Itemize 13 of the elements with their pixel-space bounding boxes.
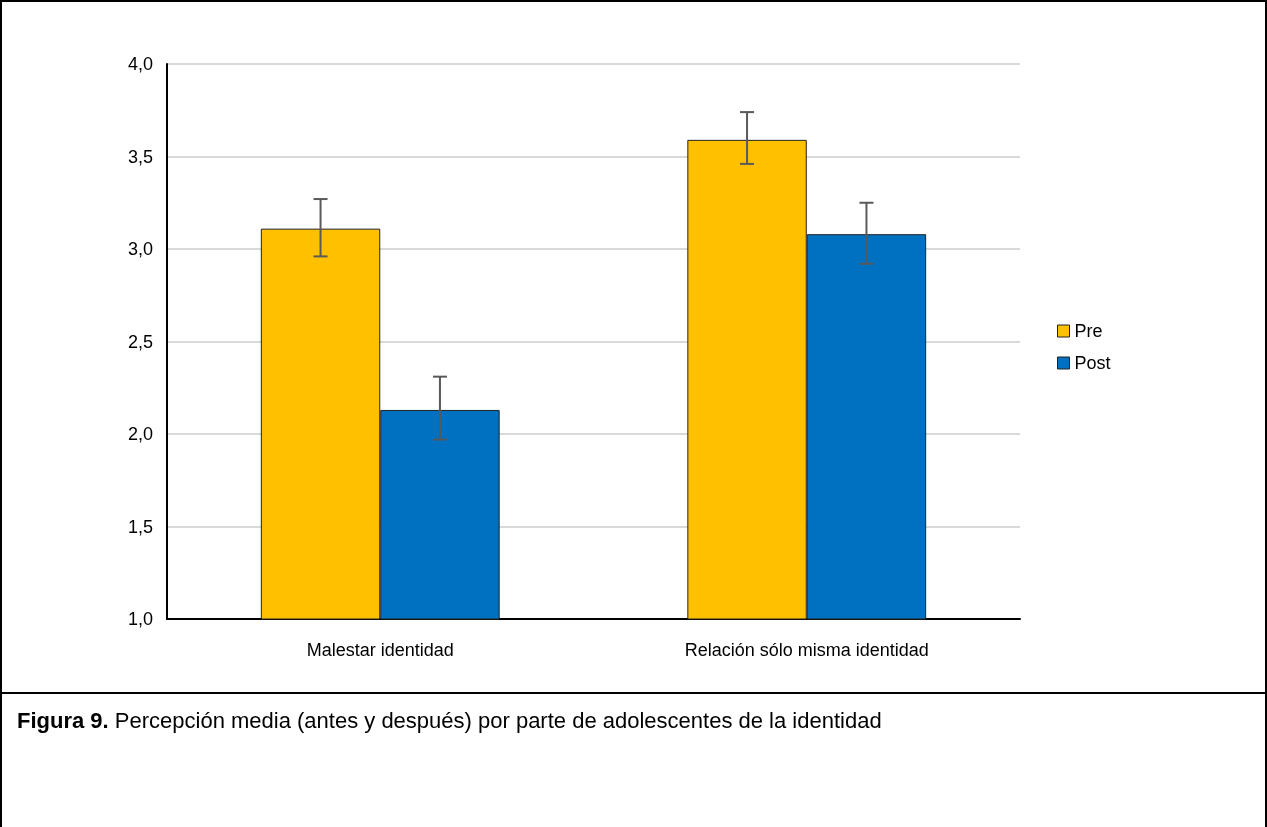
text: Percepción media (antes y después) por parte de adolescentes de la identidad — [113, 708, 882, 733]
text: Figura 9. — [17, 708, 109, 733]
legend-label: Post — [1074, 353, 1111, 373]
y-tick-label: 4,0 — [127, 54, 153, 74]
y-tick-label: 2,5 — [127, 331, 153, 352]
y-tick-label: 3,5 — [127, 146, 153, 167]
y-tick-label: 1,5 — [127, 516, 153, 537]
legend-label: Pre — [1074, 321, 1103, 341]
y-tick-label: 3,0 — [127, 239, 153, 259]
y-tick-label: 1,0 — [127, 609, 153, 629]
x-tick-label: Relación sólo misma identidad — [684, 640, 929, 660]
x-tick-label: Malestar identidad — [306, 640, 454, 660]
y-tick-label: 2,0 — [127, 424, 153, 444]
